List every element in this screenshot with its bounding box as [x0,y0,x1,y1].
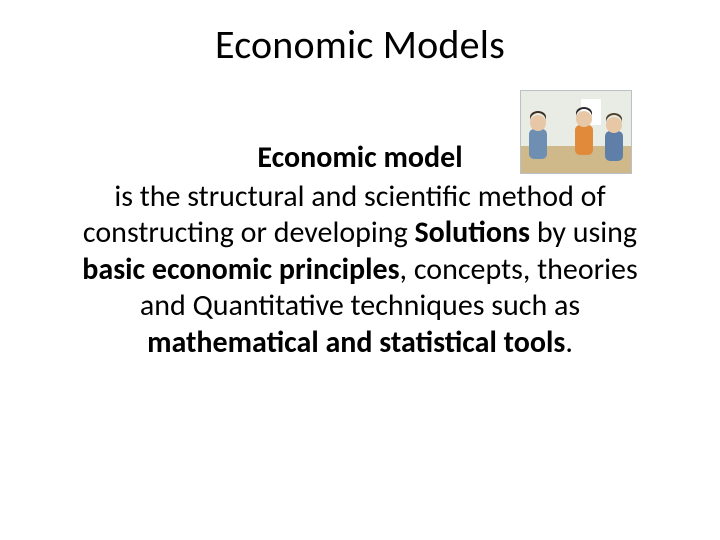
slide-title: Economic Models [0,20,720,69]
body-text: Economic model is the structural and sci… [62,140,658,362]
bold-principles: basic economic principles [82,251,399,288]
body-run-2: by using [530,214,637,251]
slide: Economic Models Economic model is the st… [0,0,720,540]
body-run-end: . [565,324,573,361]
bold-tools: mathematical and statistical tools [147,324,565,361]
subheading: Economic model [62,140,658,177]
bold-solutions: Solutions [414,214,530,251]
